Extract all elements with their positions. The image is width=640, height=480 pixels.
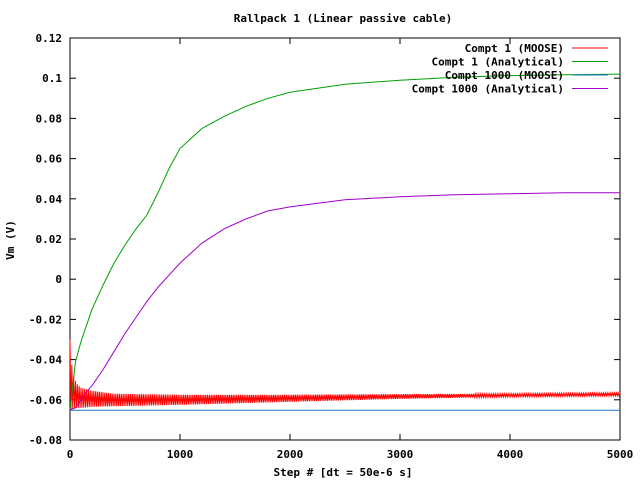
y-tick-label: 0 (55, 273, 62, 286)
y-tick-label: 0.04 (36, 193, 63, 206)
y-tick-label: 0.02 (36, 233, 63, 246)
y-tick-label: 0.08 (36, 112, 63, 125)
plot-frame (69, 37, 621, 441)
x-tick-label: 1000 (167, 448, 194, 461)
legend-label: Compt 1000 (Analytical) (412, 83, 564, 96)
legend-label: Compt 1 (Analytical) (432, 56, 564, 69)
y-tick-label: 0.12 (36, 32, 63, 45)
x-axis-label: Step # [dt = 50e-6 s] (273, 466, 412, 479)
y-tick-label: -0.06 (29, 394, 62, 407)
chart-title: Rallpack 1 (Linear passive cable) (234, 12, 453, 25)
y-tick-label: 0.06 (36, 153, 63, 166)
legend-label: Compt 1000 (MOOSE) (445, 69, 564, 82)
series-line (69, 339, 621, 410)
axes: -0.08 -0.06 -0.04 -0.02 0 0.02 0.04 0.06 0.08 0.1… (29, 32, 633, 461)
y-tick-label: -0.04 (29, 354, 62, 367)
legend: Compt 1 (MOOSE)Compt 1 (Analytical)Compt… (412, 42, 608, 96)
x-tick-label: 0 (67, 448, 74, 461)
y-tick-label: -0.02 (29, 313, 62, 326)
y-tick-label: -0.08 (29, 434, 62, 447)
series-line (69, 192, 620, 411)
y-tick-label: 0.1 (42, 72, 62, 85)
x-tick-label: 2000 (277, 448, 304, 461)
legend-label: Compt 1 (MOOSE) (465, 42, 564, 55)
x-tick-label: 5000 (607, 448, 634, 461)
y-axis-label: Vm (V) (4, 220, 17, 260)
plot-area (69, 73, 621, 411)
x-tick-label: 4000 (497, 448, 524, 461)
series-line (69, 73, 621, 410)
x-tick-label: 3000 (387, 448, 414, 461)
